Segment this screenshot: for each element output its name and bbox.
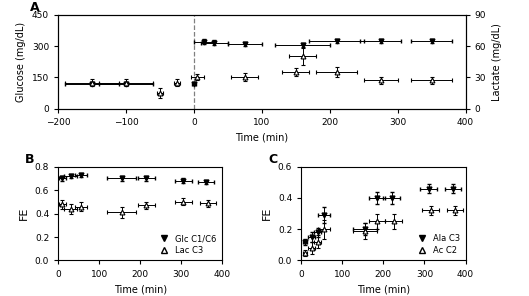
Y-axis label: FE: FE	[19, 207, 29, 220]
X-axis label: Time (min): Time (min)	[235, 132, 288, 142]
X-axis label: Time (min): Time (min)	[357, 284, 410, 294]
Y-axis label: Glucose (mg/dL): Glucose (mg/dL)	[16, 22, 26, 102]
Y-axis label: Lactate (mg/dL): Lactate (mg/dL)	[491, 23, 501, 101]
Y-axis label: FE: FE	[262, 207, 272, 220]
X-axis label: Time (min): Time (min)	[114, 284, 167, 294]
Legend: Ala C3, Ac C2: Ala C3, Ac C2	[412, 232, 461, 256]
Text: C: C	[268, 153, 278, 166]
Text: A: A	[30, 1, 39, 14]
Legend: Glc C1/C6, Lac C3: Glc C1/C6, Lac C3	[154, 232, 218, 256]
Text: B: B	[25, 153, 35, 166]
